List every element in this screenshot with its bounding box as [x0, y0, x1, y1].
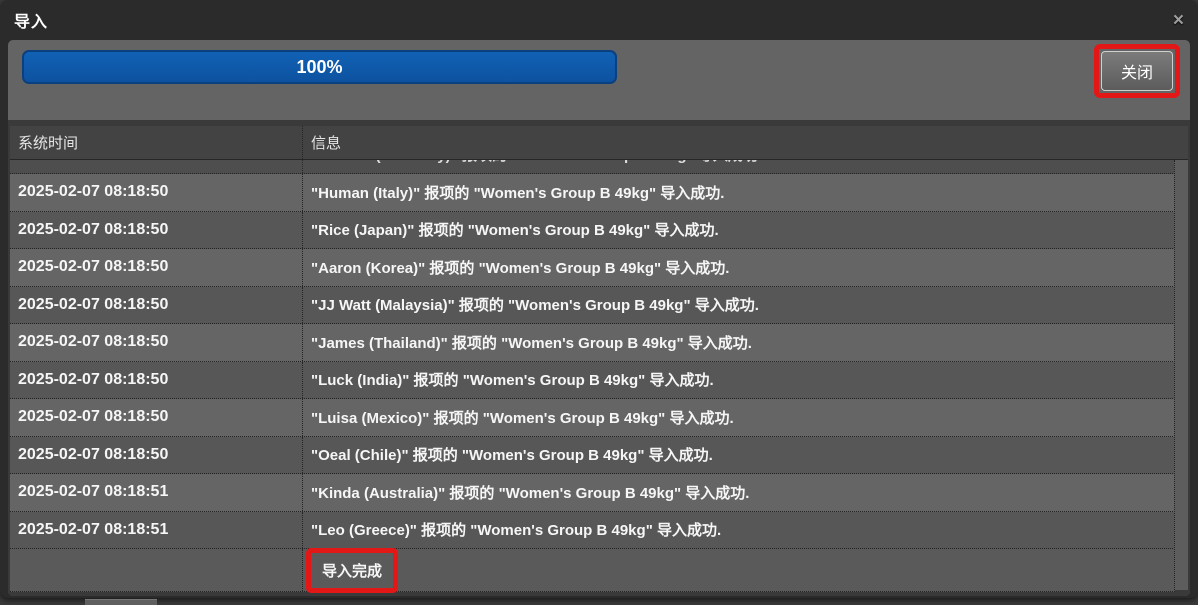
progress-bar: 100% [22, 50, 617, 84]
row-message: "Oeal (Chile)" 报项的 "Women's Group B 49kg… [302, 436, 1175, 473]
row-time: 2025-02-07 08:18:51 [18, 520, 169, 538]
import-complete-highlight: 导入完成 [306, 547, 399, 593]
table-rows: 2025-02-07 08:18:50 "Kansas (Germany)" 报… [10, 160, 1175, 549]
import-complete-label: 导入完成 [322, 562, 383, 580]
row-time: 2025-02-07 08:18:50 [18, 183, 169, 201]
table-footer-row: 导入完成 [10, 547, 1175, 593]
row-time: 2025-02-07 08:18:50 [18, 333, 169, 351]
table-row: 2025-02-07 08:18:50 "Aaron (Korea)" 报项的 … [10, 249, 1175, 287]
row-time: 2025-02-07 08:18:50 [18, 220, 169, 238]
dialog-title: 导入 [14, 14, 49, 31]
row-time: 2025-02-07 08:18:50 [10, 160, 302, 164]
progress-zone: 100% 关闭 [8, 40, 1190, 120]
table-row: 2025-02-07 08:18:50 "JJ Watt (Malaysia)"… [10, 286, 1175, 324]
table-row: 2025-02-07 08:18:50 "Oeal (Chile)" 报项的 "… [10, 436, 1175, 474]
close-button-highlight: 关闭 [1094, 44, 1180, 98]
progress-percent-label: 100% [296, 56, 343, 77]
table-row: 2025-02-07 08:18:50 "Luisa (Mexico)" 报项的… [10, 399, 1175, 437]
row-message: "Luck (India)" 报项的 "Women's Group B 49kg… [302, 361, 1175, 398]
dialog-titlebar: 导入 × [0, 0, 1198, 40]
row-message: "Luisa (Mexico)" 报项的 "Women's Group B 49… [302, 399, 1175, 436]
row-time: 2025-02-07 08:18:50 [18, 370, 169, 388]
row-message: "Human (Italy)" 报项的 "Women's Group B 49k… [302, 174, 1175, 211]
row-message: "Rice (Japan)" 报项的 "Women's Group B 49kg… [302, 211, 1175, 248]
column-header-time: 系统时间 [18, 135, 79, 152]
row-time: 2025-02-07 08:18:50 [18, 295, 169, 313]
row-time: 2025-02-07 08:18:50 [18, 408, 169, 426]
table-row: 2025-02-07 08:18:51 "Leo (Greece)" 报项的 "… [10, 511, 1175, 549]
background-page-fragment [85, 599, 157, 605]
log-table: 系统时间 信息 2025-02-07 08:18:50 "Kansas (Ger… [8, 120, 1190, 596]
table-scrollbar[interactable] [1174, 160, 1188, 590]
row-message: "Kansas (Germany)" 报项的 "Women's Group B … [302, 160, 1175, 173]
row-message: "Aaron (Korea)" 报项的 "Women's Group B 49k… [302, 249, 1175, 286]
close-icon[interactable]: × [1172, 9, 1184, 31]
table-row-partial: 2025-02-07 08:18:50 "Kansas (Germany)" 报… [10, 160, 1175, 174]
row-message: "JJ Watt (Malaysia)" 报项的 "Women's Group … [302, 286, 1175, 323]
row-message: "James (Thailand)" 报项的 "Women's Group B … [302, 324, 1175, 361]
table-row: 2025-02-07 08:18:51 "Kinda (Australia)" … [10, 474, 1175, 512]
table-row: 2025-02-07 08:18:50 "Luck (India)" 报项的 "… [10, 361, 1175, 399]
close-button[interactable]: 关闭 [1101, 51, 1173, 91]
row-time: 2025-02-07 08:18:50 [18, 445, 169, 463]
row-time: 2025-02-07 08:18:50 [18, 258, 169, 276]
table-row: 2025-02-07 08:18:50 "Human (Italy)" 报项的 … [10, 174, 1175, 212]
column-header-message: 信息 [302, 126, 1188, 159]
dialog-body: 100% 关闭 系统时间 信息 2025-02-07 08:18:50 "Kan… [8, 40, 1190, 596]
row-message: "Leo (Greece)" 报项的 "Women's Group B 49kg… [302, 511, 1175, 548]
table-header: 系统时间 信息 [10, 126, 1188, 160]
table-row: 2025-02-07 08:18:50 "Rice (Japan)" 报项的 "… [10, 211, 1175, 249]
row-message: "Kinda (Australia)" 报项的 "Women's Group B… [302, 474, 1175, 511]
table-row: 2025-02-07 08:18:50 "James (Thailand)" 报… [10, 324, 1175, 362]
row-time: 2025-02-07 08:18:51 [18, 483, 169, 501]
